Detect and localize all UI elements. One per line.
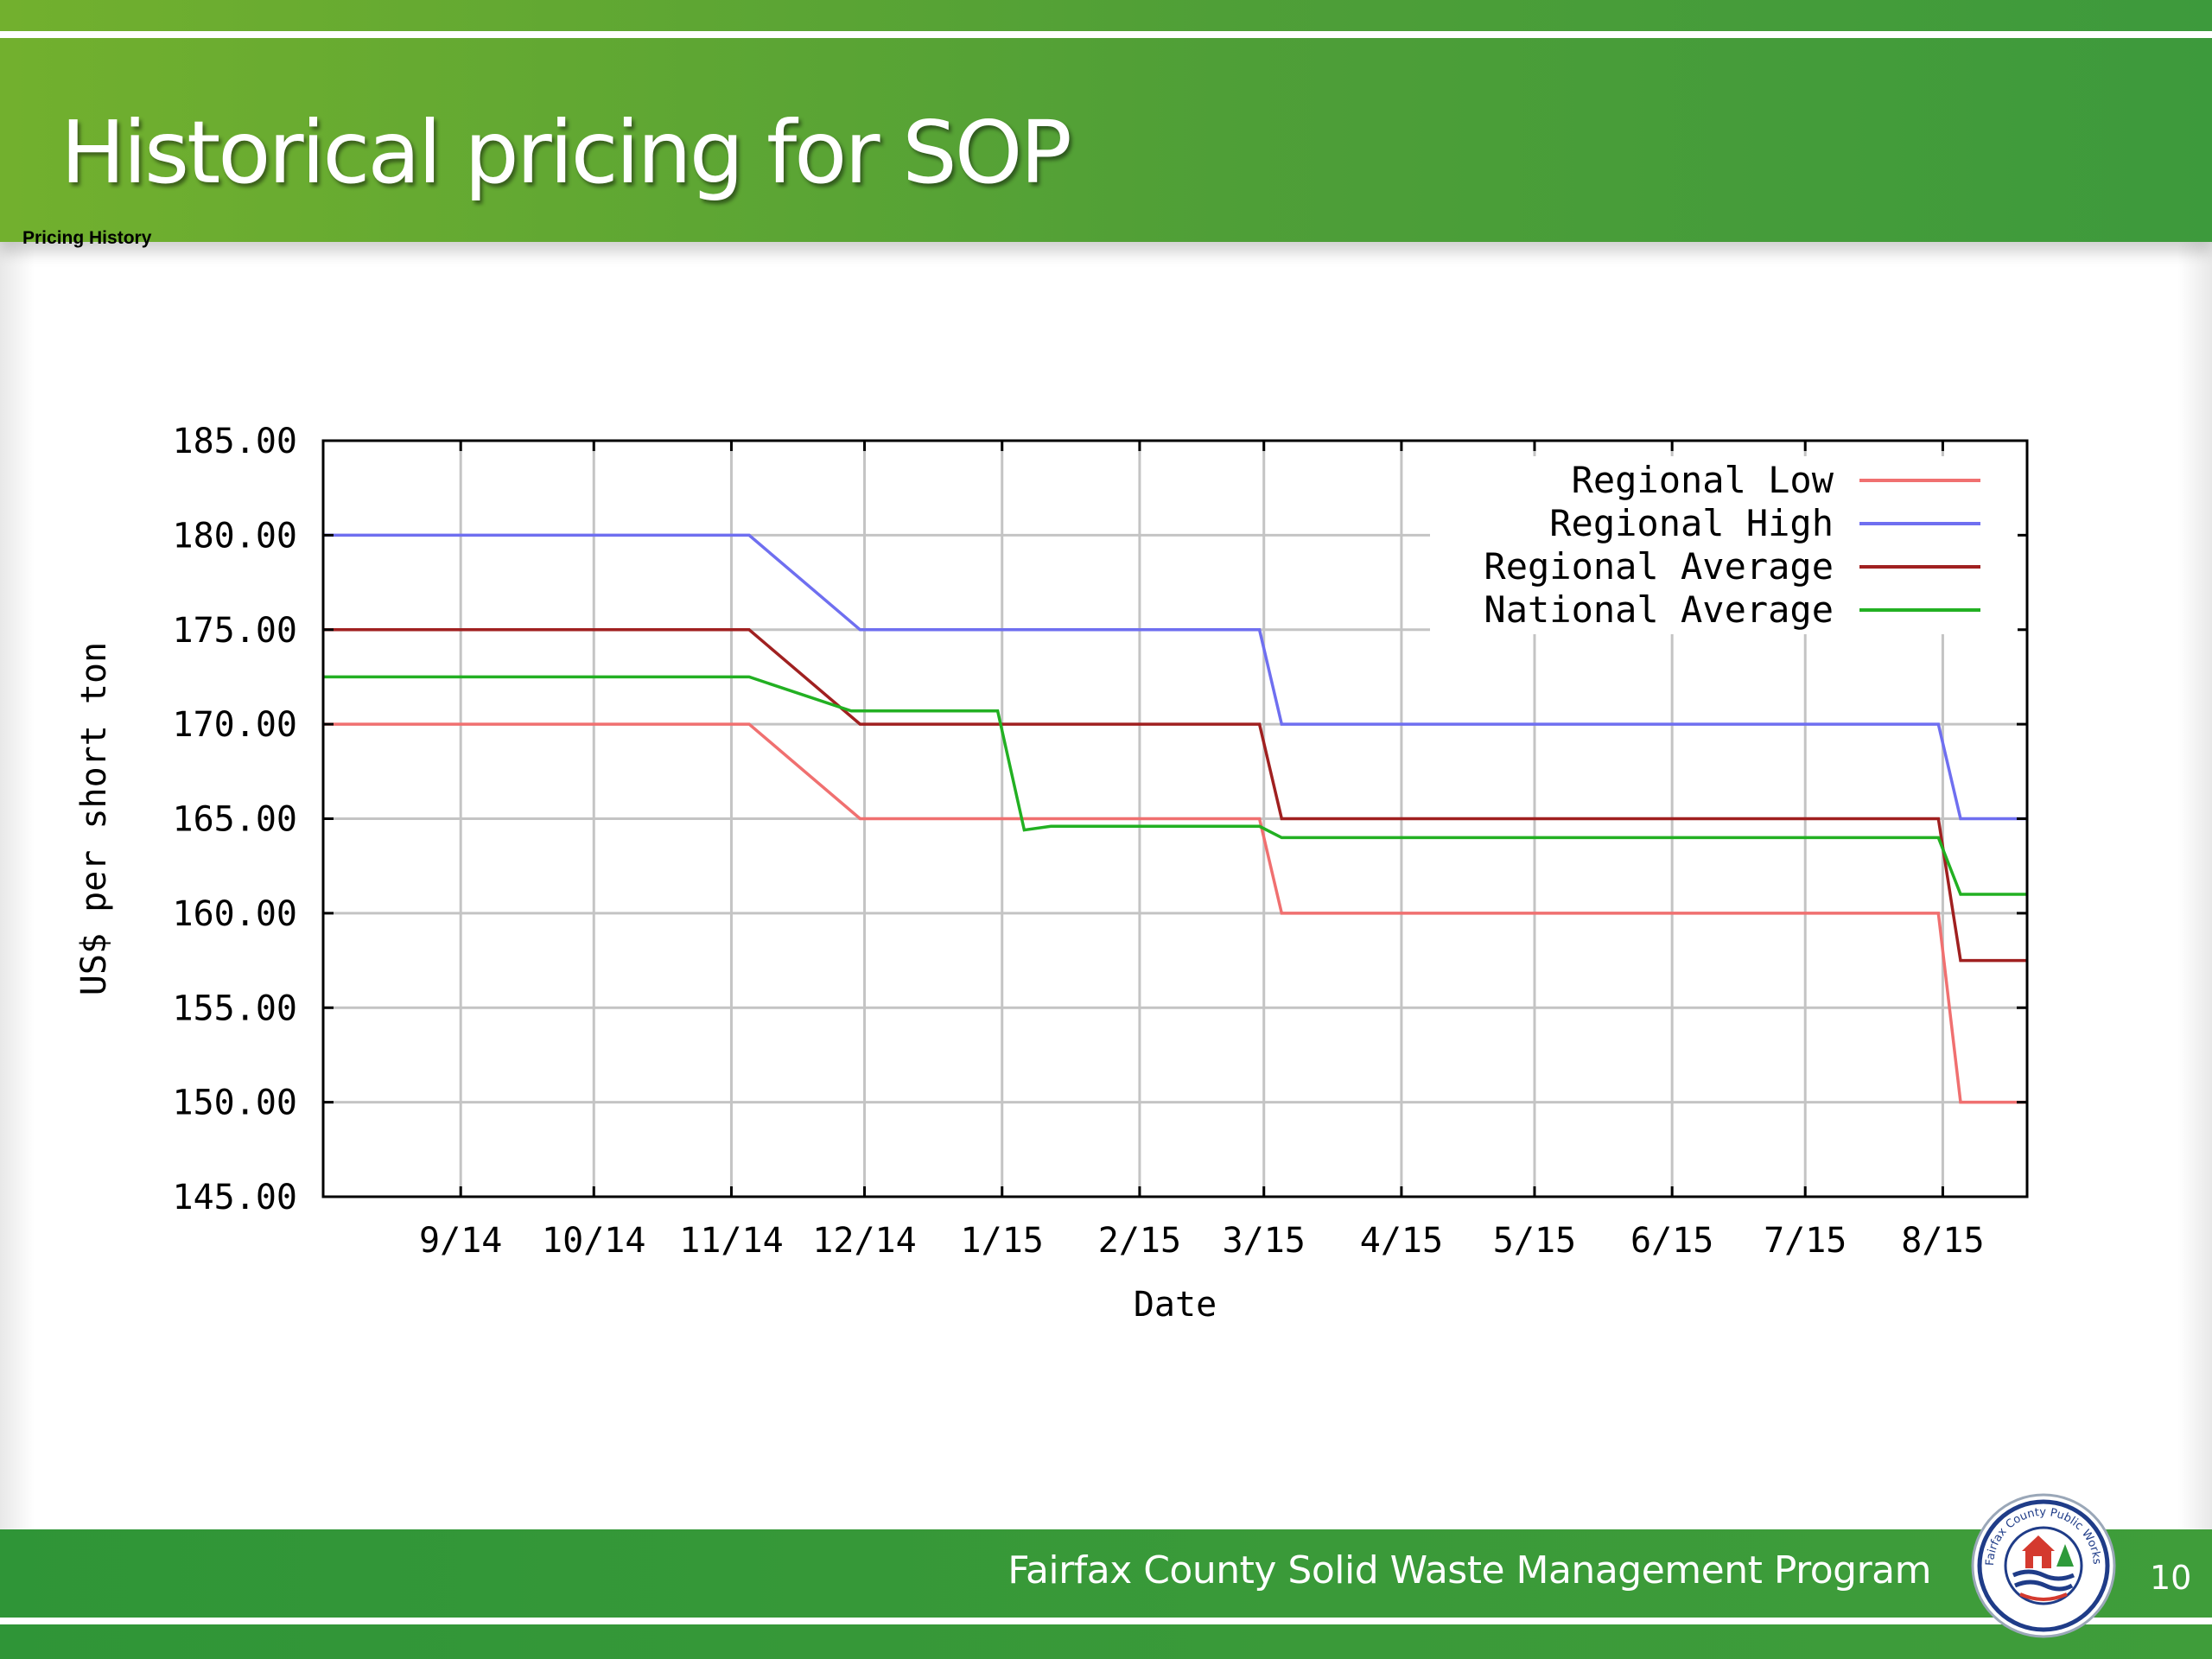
header-divider	[0, 31, 2212, 38]
y-tick-label: 185.00	[173, 422, 298, 461]
x-tick-label: 8/15	[1901, 1221, 1984, 1261]
x-tick-label: 12/14	[812, 1221, 916, 1261]
legend-label: Regional High	[1549, 502, 1834, 544]
x-tick-label: 4/15	[1360, 1221, 1443, 1261]
x-tick-label: 9/14	[419, 1221, 502, 1261]
y-tick-label: 155.00	[173, 988, 298, 1028]
chart-ticks: 145.00 150.00 155.00 160.00 165.00 170.00 175.…	[173, 422, 2027, 1261]
footer-program-name: Fairfax County Solid Waste Management Pr…	[1007, 1548, 1931, 1592]
series-line-regional-low	[323, 722, 2027, 1104]
x-tick-label: 1/15	[961, 1221, 1044, 1261]
y-tick-label: 150.00	[173, 1084, 298, 1123]
y-tick-label: 170.00	[173, 705, 298, 745]
x-tick-label: 10/14	[542, 1221, 645, 1261]
x-axis-label: Date	[1134, 1285, 1217, 1325]
fairfax-county-public-works-seal-icon: Fairfax County Public Works and Environm…	[1970, 1492, 2116, 1638]
y-axis-label: US$ per short ton	[74, 642, 114, 995]
series-line-national-average	[323, 675, 2027, 896]
x-tick-label: 2/15	[1098, 1221, 1181, 1261]
series-line-regional-high	[323, 533, 2027, 821]
slide-header: Historical pricing for SOP	[0, 0, 2212, 242]
y-tick-label: 175.00	[173, 611, 298, 651]
legend-label: Regional Average	[1484, 545, 1834, 588]
y-tick-label: 145.00	[173, 1178, 298, 1217]
x-tick-label: 11/14	[679, 1221, 783, 1261]
chart-series	[323, 533, 2027, 1104]
legend-label: National Average	[1484, 588, 1834, 631]
series-line-regional-average	[323, 628, 2027, 963]
x-tick-label: 5/15	[1493, 1221, 1576, 1261]
y-tick-label: 165.00	[173, 800, 298, 840]
page-number: 10	[2150, 1559, 2192, 1597]
slide-title: Historical pricing for SOP	[60, 102, 1072, 203]
legend-box	[1430, 456, 2018, 634]
x-tick-label: 6/15	[1630, 1221, 1713, 1261]
x-tick-label: 7/15	[1764, 1221, 1847, 1261]
footer-divider	[0, 1618, 2212, 1624]
x-tick-label: 3/15	[1223, 1221, 1306, 1261]
y-tick-label: 180.00	[173, 516, 298, 556]
legend-label: Regional Low	[1572, 459, 1834, 501]
slide-footer: Fairfax County Solid Waste Management Pr…	[0, 1529, 2212, 1659]
chart-heading: Pricing History	[22, 228, 152, 248]
y-tick-label: 160.00	[173, 894, 298, 934]
